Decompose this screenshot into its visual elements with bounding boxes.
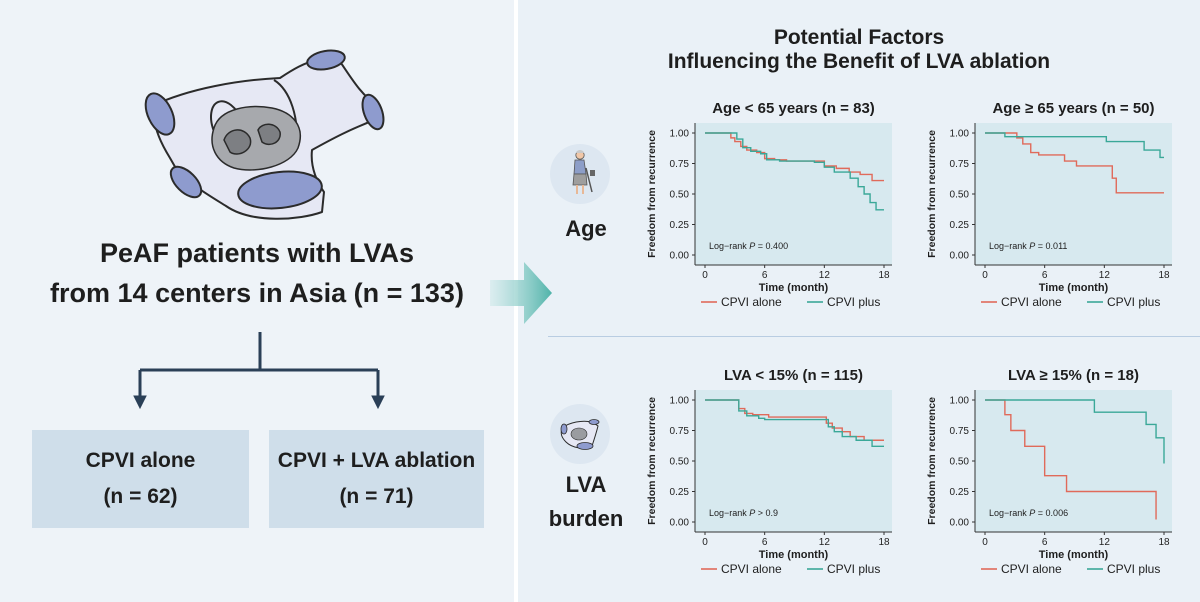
chart-title: Age < 65 years (n = 83) <box>712 100 875 117</box>
x-axis-label: Time (month) <box>1039 549 1109 561</box>
chart-title: LVA ≥ 15% (n = 18) <box>1008 367 1139 384</box>
group-box-cpvi-lva: CPVI + LVA ablation (n = 71) <box>269 430 484 528</box>
legend-label-cpvi-alone: CPVI alone <box>721 295 782 309</box>
x-axis-label: Time (month) <box>759 282 829 294</box>
factors-title-line2: Influencing the Benefit of LVA ablation <box>667 50 1051 73</box>
y-axis-label: Freedom from recurrence <box>646 130 658 258</box>
x-tick-label: 12 <box>819 270 831 281</box>
legend-label-cpvi-alone: CPVI alone <box>1001 295 1062 309</box>
cohort-title-line1: PeAF patients with LVAs <box>99 238 415 268</box>
log-rank-annotation: Log−rank P = 0.400 <box>709 241 788 251</box>
group-cpvi-alone-label: CPVI alone <box>85 449 196 472</box>
row-label-lva-line1: LVA <box>565 472 607 497</box>
km-curve-cpvi-alone <box>985 399 1157 520</box>
x-tick-label: 6 <box>1042 537 1048 548</box>
y-axis-label: Freedom from recurrence <box>646 397 658 525</box>
left-atrium-illustration <box>144 49 385 220</box>
y-tick-label: 0.00 <box>950 251 970 262</box>
group-box-cpvi-alone: CPVI alone (n = 62) <box>32 430 249 528</box>
legend-label-cpvi-plus: CPVI plus <box>1107 295 1160 309</box>
y-axis-label: Freedom from recurrence <box>926 397 938 525</box>
row-label-age: Age <box>565 216 607 241</box>
split-connector <box>133 332 385 410</box>
y-tick-label: 0.25 <box>950 220 970 231</box>
y-tick-label: 1.00 <box>950 129 970 140</box>
y-tick-label: 0.50 <box>670 190 690 201</box>
y-tick-label: 0.50 <box>670 457 690 468</box>
y-tick-label: 0.00 <box>670 518 690 529</box>
x-tick-label: 0 <box>702 537 708 548</box>
km-curve-cpvi-plus <box>985 399 1165 464</box>
chart-title: Age ≥ 65 years (n = 50) <box>992 100 1154 117</box>
plot-background <box>975 123 1172 265</box>
y-tick-label: 0.25 <box>670 220 690 231</box>
x-tick-label: 12 <box>1099 270 1111 281</box>
log-rank-annotation: Log−rank P = 0.006 <box>989 508 1068 518</box>
km-chart-2: Age ≥ 65 years (n = 50) 0.00 0.25 0.50 0.75 1… <box>926 100 1172 309</box>
y-tick-label: 0.25 <box>670 487 690 498</box>
x-tick-label: 6 <box>762 537 768 548</box>
elderly-person-icon <box>572 150 595 194</box>
plot-background <box>975 390 1172 532</box>
y-tick-label: 0.75 <box>950 159 970 170</box>
pulmonary-veins <box>144 49 385 210</box>
cohort-title-line2: from 14 centers in Asia (n = 133) <box>50 278 464 308</box>
km-curve-cpvi-plus <box>705 132 884 211</box>
y-tick-label: 1.00 <box>670 129 690 140</box>
legend-label-cpvi-plus: CPVI plus <box>827 562 880 576</box>
log-rank-annotation: Log−rank P = 0.011 <box>989 241 1067 251</box>
group-cpvi-alone-n: (n = 62) <box>103 485 178 508</box>
x-tick-label: 18 <box>878 270 890 281</box>
legend-label-cpvi-alone: CPVI alone <box>1001 562 1062 576</box>
y-tick-label: 0.00 <box>670 251 690 262</box>
x-tick-label: 18 <box>1158 270 1170 281</box>
legend-label-cpvi-alone: CPVI alone <box>721 562 782 576</box>
lva-icon-circle <box>550 404 610 464</box>
y-tick-label: 0.25 <box>950 487 970 498</box>
x-tick-label: 0 <box>702 270 708 281</box>
km-chart-4: LVA ≥ 15% (n = 18) 0.00 0.25 0.50 0.75 1.00 0 6… <box>926 367 1172 576</box>
km-curve-cpvi-alone <box>705 399 884 441</box>
km-curve-cpvi-plus <box>705 399 884 448</box>
km-chart-1: Age < 65 years (n = 83) 0.00 0.25 0.50 0.75 1… <box>646 100 892 309</box>
legend-label-cpvi-plus: CPVI plus <box>1107 562 1160 576</box>
row-label-lva-line2: burden <box>548 506 624 531</box>
factors-title-line1: Potential Factors <box>773 26 945 49</box>
x-tick-label: 6 <box>1042 270 1048 281</box>
y-tick-label: 0.00 <box>950 518 970 529</box>
atrium-mini-icon <box>560 419 600 450</box>
group-cpvi-lva-n: (n = 71) <box>339 485 414 508</box>
x-tick-label: 6 <box>762 270 768 281</box>
y-tick-label: 0.50 <box>950 457 970 468</box>
x-tick-label: 12 <box>819 537 831 548</box>
transition-arrow <box>490 262 552 324</box>
x-tick-label: 18 <box>878 537 890 548</box>
x-tick-label: 18 <box>1158 537 1170 548</box>
lva-area <box>211 105 301 171</box>
y-tick-label: 0.75 <box>670 426 690 437</box>
row-divider <box>548 336 1200 337</box>
x-tick-label: 0 <box>982 270 988 281</box>
x-tick-label: 0 <box>982 537 988 548</box>
km-curve-cpvi-alone <box>985 132 1164 194</box>
y-axis-label: Freedom from recurrence <box>926 130 938 258</box>
y-tick-label: 0.50 <box>950 190 970 201</box>
km-chart-3: LVA < 15% (n = 115) 0.00 0.25 0.50 0.75 1.00 0… <box>646 367 892 576</box>
y-tick-label: 1.00 <box>670 396 690 407</box>
plot-background <box>695 390 892 532</box>
group-cpvi-lva-label: CPVI + LVA ablation <box>277 449 476 472</box>
legend-label-cpvi-plus: CPVI plus <box>827 295 880 309</box>
y-tick-label: 1.00 <box>950 396 970 407</box>
y-tick-label: 0.75 <box>670 159 690 170</box>
y-tick-label: 0.75 <box>950 426 970 437</box>
x-tick-label: 12 <box>1099 537 1111 548</box>
x-axis-label: Time (month) <box>1039 282 1109 294</box>
plot-background <box>695 123 892 265</box>
km-curve-cpvi-plus <box>985 132 1164 159</box>
chart-title: LVA < 15% (n = 115) <box>724 367 863 384</box>
age-icon-circle <box>550 144 610 204</box>
x-axis-label: Time (month) <box>759 549 829 561</box>
log-rank-annotation: Log−rank P > 0.9 <box>709 508 778 518</box>
